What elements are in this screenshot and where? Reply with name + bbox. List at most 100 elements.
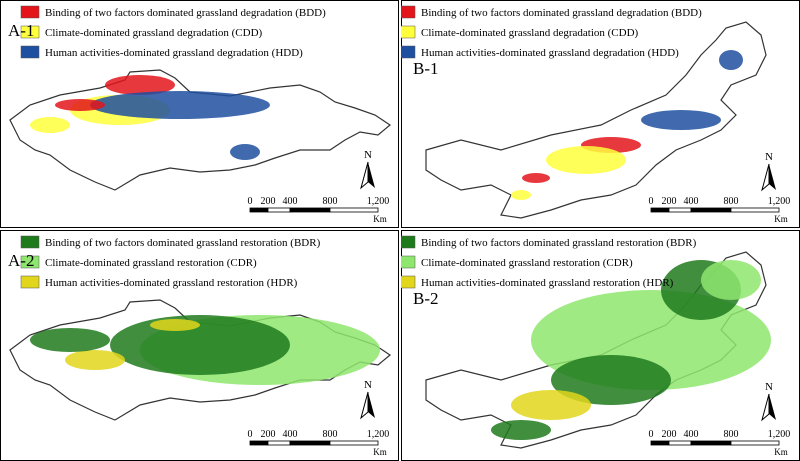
map-patch — [30, 117, 70, 133]
north-arrow — [769, 164, 776, 190]
scale-label: 1,200 — [367, 196, 390, 207]
scale-label: 1,200 — [768, 196, 791, 207]
map-patch — [55, 99, 105, 111]
north-arrow — [368, 162, 375, 188]
region-outline — [9, 69, 392, 191]
legend-text: Climate-dominated grassland degradation … — [421, 27, 639, 39]
scale-bar-segment — [267, 440, 291, 446]
region-outline — [425, 21, 767, 219]
scale-label: 0 — [248, 196, 253, 207]
scale-label: 0 — [248, 429, 253, 440]
scale-unit: Km — [774, 447, 788, 457]
map-patch — [511, 390, 591, 420]
scale-bar-segment — [289, 440, 331, 446]
legend-text: Human activities-dominated grassland deg… — [45, 47, 303, 59]
scale-label: 400 — [684, 429, 699, 440]
legend-swatch — [20, 5, 40, 19]
north-label: N — [364, 379, 372, 391]
scale-bar-segment — [730, 440, 780, 446]
legend-swatch — [20, 25, 40, 39]
map-patch — [701, 260, 761, 300]
scale-bar-segment — [267, 207, 291, 213]
scale-unit: Km — [373, 447, 387, 457]
legend-text: Binding of two factors dominated grassla… — [45, 7, 326, 19]
map-patch — [522, 173, 550, 183]
map-patch — [30, 328, 110, 352]
map-patch — [719, 50, 743, 70]
legend-text: Binding of two factors dominated grassla… — [421, 7, 702, 19]
panel-label: A-2 — [8, 251, 34, 270]
map-patch — [641, 110, 721, 130]
scale-bar-segment — [249, 207, 269, 213]
map-patch — [546, 146, 626, 174]
scale-bar-segment — [650, 207, 670, 213]
legend-swatch — [401, 25, 416, 39]
scale-bar-segment — [329, 207, 379, 213]
north-arrow — [368, 392, 375, 418]
legend-swatch — [20, 235, 40, 249]
scale-label: 0 — [649, 196, 654, 207]
scale-bar-segment — [329, 440, 379, 446]
north-label: N — [765, 151, 773, 163]
legend-text: Climate-dominated grassland restoration … — [421, 257, 633, 269]
scale-bar-segment — [650, 440, 670, 446]
legend-swatch — [401, 255, 416, 269]
scale-label: 400 — [684, 196, 699, 207]
scale-label: 200 — [662, 196, 677, 207]
north-arrow — [769, 394, 776, 420]
legend-swatch — [401, 235, 416, 249]
scale-bar-segment — [249, 440, 269, 446]
map-panel: Binding of two factors dominated grassla… — [401, 230, 800, 461]
scale-label: 200 — [261, 196, 276, 207]
scale-unit: Km — [373, 214, 387, 224]
scale-bar-segment — [690, 207, 732, 213]
legend-swatch — [401, 5, 416, 19]
legend-swatch — [401, 45, 416, 59]
north-arrow — [360, 391, 369, 420]
scale-bar-segment — [730, 207, 780, 213]
map-patch — [90, 91, 270, 119]
legend-text: Binding of two factors dominated grassla… — [421, 237, 697, 249]
map-patch — [551, 355, 671, 405]
map-panel: Binding of two factors dominated grassla… — [0, 0, 399, 228]
scale-label: 0 — [649, 429, 654, 440]
north-label: N — [364, 149, 372, 161]
map-panel: Binding of two factors dominated grassla… — [0, 230, 399, 461]
panel-label: B-2 — [413, 289, 439, 308]
scale-label: 800 — [323, 196, 338, 207]
map-patch — [105, 75, 175, 95]
map-patch — [65, 350, 125, 370]
legend-text: Climate-dominated grassland restoration … — [45, 257, 257, 269]
map-patch — [110, 315, 290, 375]
map-patch — [491, 420, 551, 440]
map-panel: Binding of two factors dominated grassla… — [401, 0, 800, 228]
north-arrow — [761, 393, 770, 422]
legend-swatch — [20, 275, 40, 289]
legend-swatch — [20, 45, 40, 59]
legend-swatch — [401, 275, 416, 289]
scale-label: 200 — [662, 429, 677, 440]
panel-label: A-1 — [8, 21, 34, 40]
north-arrow — [761, 163, 770, 192]
scale-label: 1,200 — [367, 429, 390, 440]
scale-label: 800 — [724, 429, 739, 440]
legend-text: Climate-dominated grassland degradation … — [45, 27, 263, 39]
legend-text: Human activities-dominated grassland res… — [421, 277, 674, 289]
scale-label: 1,200 — [768, 429, 791, 440]
panel-border — [0, 0, 399, 228]
scale-bar-segment — [668, 207, 692, 213]
map-patch — [230, 144, 260, 160]
legend-text: Human activities-dominated grassland deg… — [421, 47, 679, 59]
scale-label: 800 — [724, 196, 739, 207]
scale-label: 800 — [323, 429, 338, 440]
scale-bar-segment — [668, 440, 692, 446]
north-arrow — [360, 161, 369, 190]
legend-text: Human activities-dominated grassland res… — [45, 277, 298, 289]
scale-bar-segment — [690, 440, 732, 446]
scale-unit: Km — [774, 214, 788, 224]
map-patch — [150, 319, 200, 331]
panel-label: B-1 — [413, 59, 439, 78]
map-patch — [511, 190, 531, 200]
scale-label: 400 — [283, 429, 298, 440]
